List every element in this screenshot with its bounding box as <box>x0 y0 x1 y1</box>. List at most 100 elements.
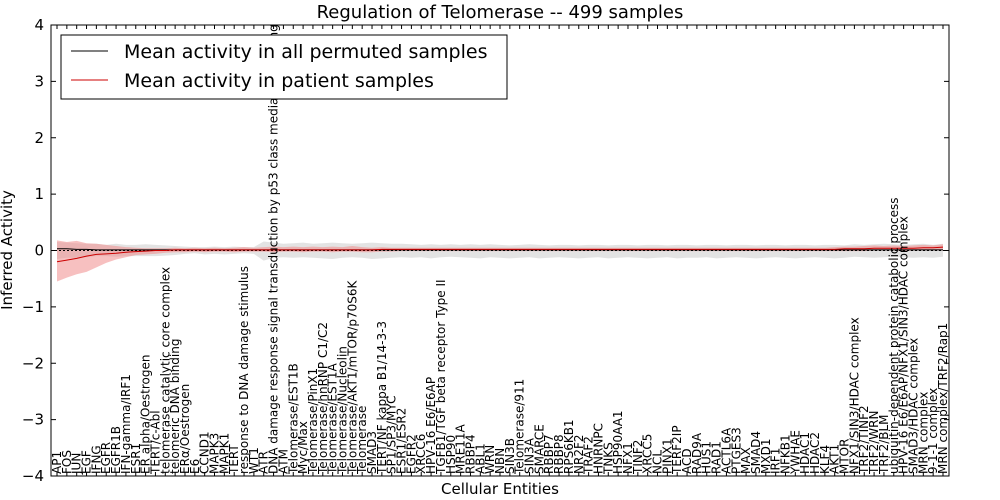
plot-frame <box>50 24 950 477</box>
xtick-label: YWHAE <box>788 430 802 475</box>
xtick-label: TERT/c-Abl <box>148 410 162 475</box>
ytick-label: 0 <box>34 242 44 260</box>
xtick-label: NR2F2 <box>572 435 586 475</box>
xtick-label: AKT1 <box>828 444 842 474</box>
xtick-label: response to DNA damage stimulus <box>237 266 251 474</box>
y-axis-label: Inferred Activity <box>0 190 16 310</box>
xtick-label: HPV-16 E6/E6AP/NFX1/SIN3/HDAC complex <box>897 216 911 474</box>
xtick-label: NFX1 <box>621 442 635 474</box>
xtick-label: Telomerase <box>355 406 369 475</box>
xtick-label: XRCC6 <box>414 434 428 474</box>
xtick-label: RAD1 <box>710 441 724 474</box>
xtick-label: XRCC5 <box>641 434 655 474</box>
xtick-label: Telomerase/EST1B <box>286 363 300 475</box>
xtick-label: telomerase catalytic core complex <box>158 267 172 474</box>
xtick-label: RPS6KB1 <box>562 419 576 474</box>
xtick-label: HPV-16 E6/E6AP <box>424 377 438 474</box>
xtick-label: RAD9A <box>690 432 704 474</box>
xtick-label: Telomerase/hnRNP C1/C2 <box>316 322 330 475</box>
chart-title: Regulation of Telomerase -- 499 samples <box>317 2 684 23</box>
xtick-label: WT1 <box>247 447 261 474</box>
xtick-label: MRN complex/TRF2/Rap1 <box>936 323 950 474</box>
ytick-label: −2 <box>22 354 44 372</box>
xtick-label: telomeric DNA binding <box>168 339 182 475</box>
xtick-label: NBN <box>493 448 507 474</box>
line-patient <box>56 246 944 263</box>
xtick-label: ESR1 <box>129 443 143 474</box>
xtick-label: MRE11A <box>454 423 468 474</box>
xtick-label: JUN <box>70 453 84 475</box>
xtick-label: SP1/SP3/MYC <box>385 396 399 474</box>
xtick-label: NFX1/SIN3/HDAC complex <box>847 317 861 474</box>
legend-box <box>60 34 508 100</box>
xtick-label: Telomerase/AKT1/mTOR/p70S6K <box>345 279 359 475</box>
ytick-label: −1 <box>22 298 44 316</box>
xtick-label: ATR <box>257 451 271 474</box>
xtick-label: Telomerase/911 <box>513 379 527 475</box>
xtick-label: SMAD3 <box>365 431 379 474</box>
xtick-label: IFNG <box>89 445 103 474</box>
xtick-label: SIN3B <box>503 438 517 474</box>
xtick-label: TRF2/BLM <box>877 414 891 475</box>
xtick-label: HNRNPC <box>591 423 605 474</box>
xtick-label: TRF2/TINF2 <box>857 405 871 475</box>
xtick-label: NFKB1 <box>779 434 793 474</box>
xtick-label: TRAF2 <box>582 436 596 475</box>
xtick-label: Telomerase/Nucleolin <box>336 346 350 475</box>
xtick-label: ESR1/ESR2 <box>395 408 409 474</box>
xtick-label: ACD <box>680 448 694 474</box>
xtick-label: FOS <box>60 450 74 474</box>
ytick-label: 4 <box>34 16 44 34</box>
legend-label-patient: Mean activity in patient samples <box>124 70 434 92</box>
xtick-label: SMAD3/HDAC complex <box>907 338 921 474</box>
legend-label-permuted: Mean activity in all permuted samples <box>124 41 487 63</box>
xtick-label: TINF2 <box>631 440 645 475</box>
xtick-label: TRF2/WRN <box>867 411 881 475</box>
xtick-label: EGFR <box>99 442 113 474</box>
ytick-label: 1 <box>34 185 44 203</box>
xtick-label: TERF2IP <box>670 425 684 475</box>
xtick-label: EGFR1B <box>109 426 123 474</box>
xtick-label: EGF <box>80 450 94 474</box>
xtick-label: CCND1 <box>198 431 212 474</box>
xtick-label: ERα/Oestrogen <box>178 384 192 474</box>
xtick-label: Telomerase/PinX1 <box>306 368 320 475</box>
xtick-label: Myc/Max <box>296 421 310 474</box>
xtick-label: IFN-gamma/IRF1 <box>119 374 133 474</box>
xtick-label: MXD1 <box>759 439 773 474</box>
xtick-label: MRN complex <box>916 392 930 474</box>
ytick-label: −3 <box>22 411 44 429</box>
xtick-label: RBBP8 <box>552 434 566 474</box>
xtick-label: TERT/NF kappa B1/14-3-3 <box>375 321 389 475</box>
xtick-label: WRN <box>483 445 497 474</box>
x-axis-label: Cellular Entities <box>441 480 559 498</box>
xtick-label: SMARCE <box>532 424 546 474</box>
xtick-label: ubiquitin-dependent protein catabolic pr… <box>887 198 901 474</box>
xtick-label: HSP90 <box>444 435 458 474</box>
xtick-label: MAPK1 <box>217 433 231 474</box>
ytick-label: 2 <box>34 129 44 147</box>
xtick-label: RBBP4 <box>464 434 478 474</box>
xtick-label: MAPK3 <box>208 433 222 474</box>
ytick-label: 3 <box>34 72 44 90</box>
xtick-label: HUS1 <box>700 441 714 474</box>
xtick-label: HDAC1 <box>798 432 812 474</box>
xtick-label: ACTL6A <box>719 427 733 474</box>
xtick-label: ATM <box>276 449 290 474</box>
xtick-label: TNKS <box>601 442 615 475</box>
band-patient <box>57 240 943 282</box>
xtick-label: Telomerase/EST1A <box>326 362 340 475</box>
xtick-label: ABL1 <box>473 443 487 474</box>
xtick-label: TERT <box>227 444 241 475</box>
xtick-label: NCL <box>651 450 665 474</box>
xtick-label: HSP90AA1 <box>611 410 625 474</box>
xtick-label: KLF4 <box>818 445 832 474</box>
xtick-label: SIN3A <box>523 437 537 474</box>
xtick-label: MAX <box>739 447 753 474</box>
xtick-label: RBBP7 <box>542 434 556 474</box>
xtick-label: ER alpha/Oestrogen <box>139 355 153 474</box>
xtick-label: AP1 <box>50 451 64 474</box>
xtick-label: DNA damage response signal transduction … <box>267 0 281 474</box>
xtick-label: TGFB1/TGF beta receptor Type II <box>434 279 448 475</box>
